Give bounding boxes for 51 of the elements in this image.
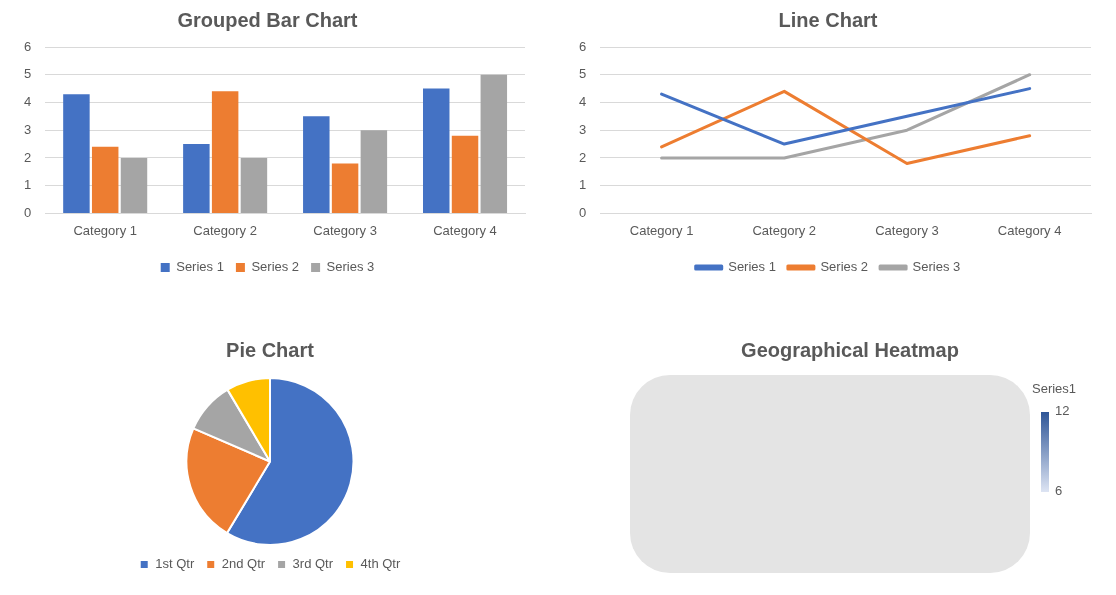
y-tick-label: 1 — [579, 177, 587, 193]
bar — [120, 157, 148, 213]
legend-label: 2nd Qtr — [221, 556, 266, 572]
text: Geographical Heatmap — [741, 338, 959, 361]
color-bar-title: Series1 — [1032, 381, 1077, 396]
y-tick-label: 1 — [24, 177, 32, 193]
y-tick-label: 3 — [24, 121, 32, 137]
legend-label: Series 1 — [728, 259, 776, 275]
y-tick-label: 2 — [24, 149, 32, 165]
bar — [211, 91, 239, 213]
y-tick-label: 3 — [579, 121, 587, 137]
x-tick-label: Category 3 — [875, 222, 939, 238]
legend-label: Series 2 — [251, 259, 300, 275]
y-tick-label: 4 — [24, 94, 32, 110]
x-tick-label: Category 1 — [629, 222, 694, 238]
x-tick-label: Category 2 — [193, 222, 257, 238]
chart-title: Pie Chart — [226, 338, 315, 361]
bar — [183, 144, 210, 213]
legend-label: Series 2 — [820, 259, 869, 275]
text: 12 — [1055, 403, 1070, 418]
y-tick-label: 5 — [579, 66, 587, 82]
bar — [240, 157, 268, 213]
chart-title: Line Chart — [778, 8, 878, 31]
bar — [91, 146, 119, 213]
bar — [360, 130, 388, 213]
y-tick-label: 4 — [579, 94, 587, 110]
bar — [331, 163, 359, 213]
legend-label: Series 1 — [176, 259, 224, 275]
x-tick-label: Category 2 — [752, 222, 817, 238]
text: 6 — [1055, 483, 1063, 498]
legend-label: 3rd Qtr — [292, 556, 334, 572]
x-tick-label: Category 4 — [433, 222, 497, 238]
y-tick-label: 0 — [24, 204, 32, 220]
y-tick-label: 6 — [24, 38, 32, 54]
legend-label: Series 3 — [326, 259, 375, 275]
bar — [303, 116, 330, 213]
legend-label: 1st Qtr — [155, 556, 195, 572]
bar — [63, 94, 90, 213]
legend-label: 4th Qtr — [360, 556, 401, 572]
y-tick-label: 6 — [579, 38, 587, 54]
bar — [480, 74, 508, 213]
y-tick-label: 2 — [579, 149, 587, 165]
x-tick-label: Category 1 — [73, 222, 137, 238]
y-tick-label: 5 — [24, 66, 32, 82]
legend-label: Series 3 — [912, 259, 961, 275]
chart-title: Grouped Bar Chart — [177, 8, 358, 31]
y-tick-label: 0 — [579, 204, 587, 220]
x-tick-label: Category 3 — [313, 222, 377, 238]
bar — [451, 135, 479, 213]
bar — [423, 88, 450, 213]
x-tick-label: Category 4 — [997, 222, 1062, 238]
